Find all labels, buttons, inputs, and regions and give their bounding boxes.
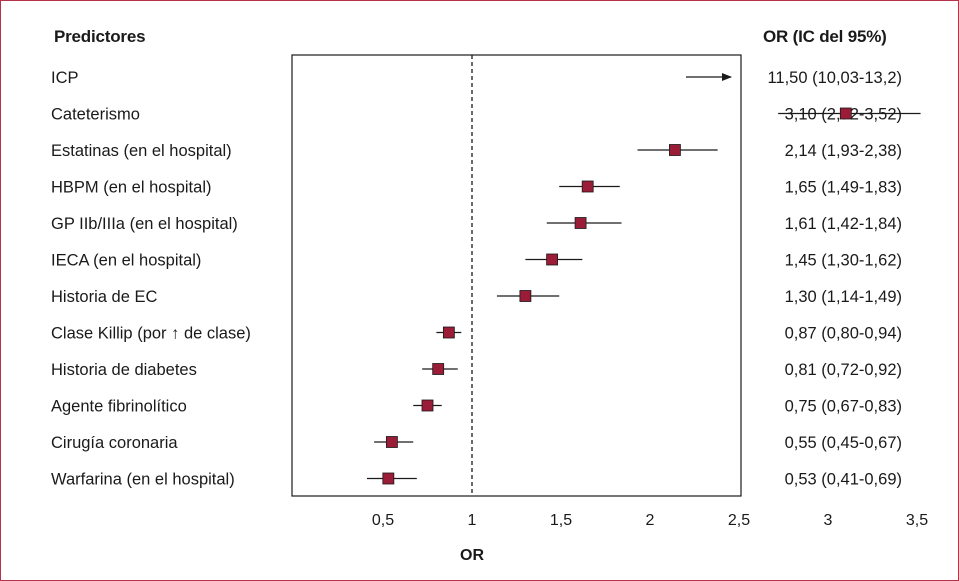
x-tick-label: 3,5 <box>906 512 928 529</box>
predictor-label: Clase Killip (por ↑ de clase) <box>51 325 251 343</box>
or-ci-header: OR (IC del 95%) <box>763 27 887 46</box>
forest-row: ICP 11,50 (10,03-13,2) <box>51 69 902 87</box>
predictor-label: Agente fibrinolítico <box>51 398 187 416</box>
forest-row: Estatinas (en el hospital) 2,14 (1,93-2,3… <box>51 142 902 160</box>
or-ci-value: 0,55 (0,45-0,67) <box>785 434 902 452</box>
x-tick-label: 1,5 <box>550 512 572 529</box>
predictor-label: Historia de diabetes <box>51 361 197 379</box>
predictor-label: Historia de EC <box>51 288 157 306</box>
forest-row: Warfarina (en el hospital) 0,53 (0,41-0,6… <box>51 471 902 489</box>
or-point-marker <box>442 326 455 339</box>
or-point-marker <box>382 472 395 485</box>
or-ci-value: 0,87 (0,80-0,94) <box>785 325 902 343</box>
predictor-label: ICP <box>51 69 79 87</box>
or-ci-value: 11,50 (10,03-13,2) <box>767 69 902 87</box>
forest-row: Clase Killip (por ↑ de clase) 0,87 (0,80-… <box>51 325 902 343</box>
or-ci-value: 0,53 (0,41-0,69) <box>785 471 902 489</box>
or-point-marker <box>669 144 681 156</box>
or-point-marker <box>574 217 587 229</box>
x-tick-label: 2 <box>646 512 655 529</box>
forest-row: IECA (en el hospital) 1,45 (1,30-1,62) <box>51 252 902 270</box>
or-ci-value: 0,81 (0,72-0,92) <box>785 361 902 379</box>
x-tick-label: 3 <box>824 512 833 529</box>
predictor-label: GP IIb/IIIa (en el hospital) <box>51 215 238 233</box>
or-point-marker <box>432 363 445 375</box>
x-tick-label: 1 <box>468 512 477 529</box>
forest-row: Agente fibrinolítico 0,75 (0,67-0,83) <box>51 398 902 416</box>
predictor-label: Estatinas (en el hospital) <box>51 142 232 160</box>
predictor-label: Cirugía coronaria <box>51 434 178 452</box>
x-tick-label: 0,5 <box>372 512 394 529</box>
forest-row: Cirugía coronaria 0,55 (0,45-0,67) <box>51 434 902 452</box>
or-point-marker <box>421 399 434 412</box>
or-ci-value: 2,14 (1,93-2,38) <box>785 142 902 160</box>
or-point-marker <box>546 253 558 266</box>
forest-row: Historia de diabetes 0,81 (0,72-0,92) <box>51 361 902 379</box>
or-ci-value: 0,75 (0,67-0,83) <box>785 398 902 416</box>
or-ci-value: 1,61 (1,42-1,84) <box>785 215 902 233</box>
forest-row: Historia de EC 1,30 (1,14-1,49) <box>51 288 902 306</box>
x-axis-label: OR <box>460 547 484 564</box>
predictor-label: Warfarina (en el hospital) <box>51 471 235 489</box>
or-ci-value: 1,30 (1,14-1,49) <box>785 288 902 306</box>
or-point-marker <box>519 290 532 302</box>
or-point-marker <box>581 180 594 193</box>
or-point-marker <box>839 107 852 120</box>
or-point-marker <box>385 436 398 448</box>
predictors-header: Predictores <box>54 27 146 46</box>
forest-row: HBPM (en el hospital) 1,65 (1,49-1,83) <box>51 179 902 197</box>
predictor-label: HBPM (en el hospital) <box>51 179 211 197</box>
or-ci-value: 1,65 (1,49-1,83) <box>785 179 902 197</box>
plot-area <box>291 54 742 497</box>
forest-row: Cateterismo 3,10 (2,72-3,52) <box>51 106 921 124</box>
forest-row: GP IIb/IIIa (en el hospital) 1,61 (1,42-1… <box>51 215 902 233</box>
predictor-label: IECA (en el hospital) <box>51 252 201 270</box>
or-ci-value: 1,45 (1,30-1,62) <box>785 252 902 270</box>
x-tick-label: 2,5 <box>728 512 750 529</box>
predictor-label: Cateterismo <box>51 106 140 124</box>
